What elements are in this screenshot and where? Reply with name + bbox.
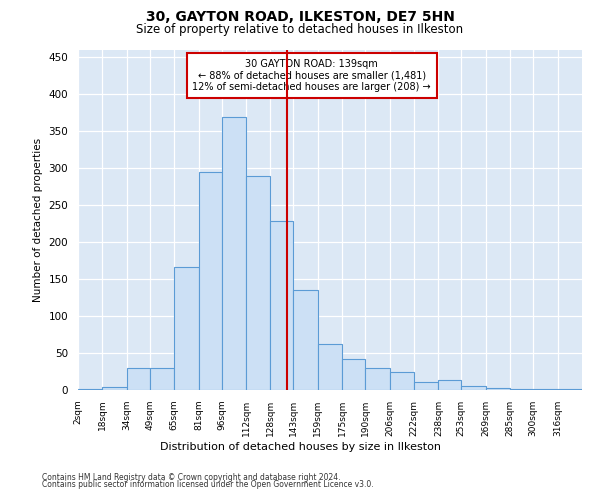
Bar [365,368,389,390]
Bar [199,172,221,390]
Bar [486,388,510,390]
Text: 30, GAYTON ROAD, ILKESTON, DE7 5HN: 30, GAYTON ROAD, ILKESTON, DE7 5HN [146,10,454,24]
Text: Distribution of detached houses by size in Ilkeston: Distribution of detached houses by size … [160,442,440,452]
Bar [103,387,127,390]
Bar [389,372,414,390]
Bar [510,388,533,390]
Bar [174,266,199,390]
Bar [127,368,150,390]
Bar [461,386,486,390]
Bar [246,176,271,390]
Bar [293,290,318,390]
Text: 30 GAYTON ROAD: 139sqm
← 88% of detached houses are smaller (1,481)
12% of semi-: 30 GAYTON ROAD: 139sqm ← 88% of detached… [193,59,431,92]
Bar [439,380,461,390]
Text: Contains public sector information licensed under the Open Government Licence v3: Contains public sector information licen… [42,480,374,489]
Text: Size of property relative to detached houses in Ilkeston: Size of property relative to detached ho… [136,22,464,36]
Bar [221,116,246,390]
Bar [414,382,439,390]
Bar [342,359,365,390]
Text: Contains HM Land Registry data © Crown copyright and database right 2024.: Contains HM Land Registry data © Crown c… [42,472,341,482]
Bar [318,344,342,390]
Bar [150,368,174,390]
Y-axis label: Number of detached properties: Number of detached properties [33,138,43,302]
Bar [271,222,293,390]
Bar [78,388,103,390]
